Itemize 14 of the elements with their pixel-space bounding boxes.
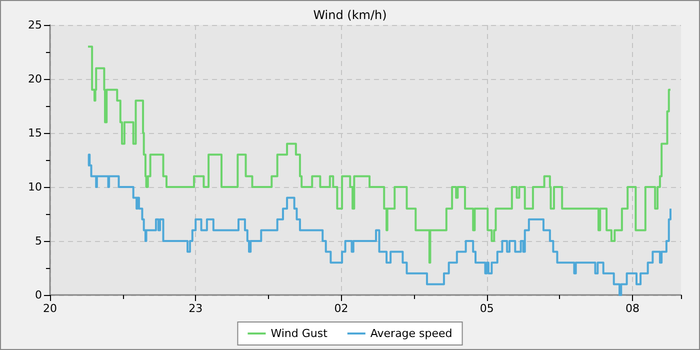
y-tick-label: 25 xyxy=(28,18,42,32)
chart-title: Wind (km/h) xyxy=(313,8,387,22)
x-tick-label: 02 xyxy=(334,302,348,315)
y-tick-label: 0 xyxy=(35,288,42,302)
x-tick-label: 08 xyxy=(625,302,640,315)
y-tick-label: 15 xyxy=(28,126,42,140)
x-tick-label: 05 xyxy=(480,302,494,315)
y-tick-label: 10 xyxy=(28,180,42,194)
legend-label: Wind Gust xyxy=(270,327,328,340)
y-tick-label: 20 xyxy=(28,72,42,86)
y-tick-label: 5 xyxy=(35,234,42,248)
x-tick-label: 20 xyxy=(43,302,57,315)
x-tick-label: 23 xyxy=(188,302,203,315)
legend-label: Average speed xyxy=(370,327,452,340)
